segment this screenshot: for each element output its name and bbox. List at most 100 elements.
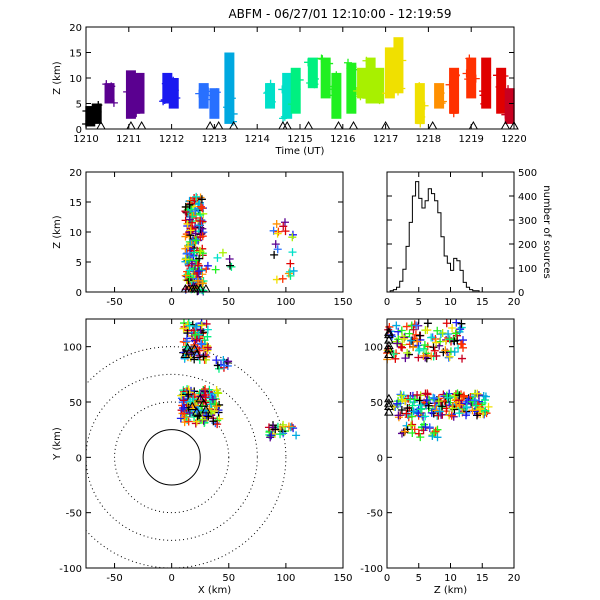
source-marker xyxy=(179,396,188,405)
source-column xyxy=(346,62,357,114)
source-marker xyxy=(414,353,423,362)
source-marker xyxy=(191,236,200,245)
source-marker xyxy=(431,404,440,413)
source-marker xyxy=(409,325,418,334)
time-height-xtick-label: 1215 xyxy=(287,134,312,145)
z-y-ytick-label: 0 xyxy=(377,453,383,464)
source-marker xyxy=(200,386,209,395)
source-marker xyxy=(159,97,168,106)
source-marker xyxy=(203,343,212,352)
station-marker xyxy=(189,343,200,353)
source-marker xyxy=(441,346,450,355)
source-marker xyxy=(462,411,471,420)
source-marker xyxy=(394,327,403,336)
source-marker xyxy=(480,396,489,405)
source-marker xyxy=(192,335,201,344)
source-column xyxy=(393,37,404,94)
source-marker xyxy=(438,402,447,411)
source-marker xyxy=(90,115,99,124)
source-marker xyxy=(185,321,194,330)
source-marker xyxy=(306,79,315,88)
source-marker xyxy=(392,321,401,330)
source-marker xyxy=(186,226,195,235)
source-column xyxy=(265,83,276,109)
source-marker xyxy=(172,93,181,102)
source-marker xyxy=(500,71,509,80)
histogram-ytick-label: 100 xyxy=(518,264,537,275)
source-marker xyxy=(410,395,419,404)
source-marker xyxy=(455,409,464,418)
source-marker xyxy=(266,433,275,442)
source-marker xyxy=(397,84,406,93)
source-marker xyxy=(427,333,436,342)
source-marker xyxy=(455,400,464,409)
source-marker xyxy=(196,217,205,226)
x-z-frame xyxy=(85,171,344,293)
time-height-xtick-label: 1218 xyxy=(416,134,441,145)
source-marker xyxy=(196,392,205,401)
source-marker xyxy=(205,385,214,394)
plot-panels: 1210 1211 1212 1213 1214 1215 1216 1217 1218 1219… xyxy=(52,23,552,596)
source-marker xyxy=(452,318,461,327)
source-marker xyxy=(392,399,401,408)
source-marker xyxy=(190,248,199,257)
station-marker xyxy=(201,404,211,414)
time-height-ytick-label: 0 xyxy=(76,125,82,136)
source-marker xyxy=(198,279,207,288)
time-height-xtick-label: 1212 xyxy=(159,134,184,145)
plan-view-ytick-label: 100 xyxy=(63,343,82,354)
plan-view-ytick-label: 0 xyxy=(76,453,82,464)
x-z-panel: -50 0 50 100 150 0 5 10 15 20 Z (km) xyxy=(52,168,353,308)
source-marker xyxy=(408,429,417,438)
source-marker xyxy=(184,242,193,251)
source-marker xyxy=(459,391,468,400)
range-rings xyxy=(86,346,287,568)
source-marker xyxy=(403,348,412,357)
station-marker xyxy=(126,120,136,130)
source-marker xyxy=(289,266,298,275)
source-marker xyxy=(92,104,101,113)
source-column xyxy=(290,67,301,114)
x-z-ylabel: Z (km) xyxy=(52,215,63,248)
station-marker xyxy=(182,342,193,352)
source-marker xyxy=(412,321,421,330)
source-marker xyxy=(196,325,205,334)
source-marker xyxy=(210,406,219,415)
source-marker xyxy=(109,98,118,107)
source-marker xyxy=(288,248,297,257)
source-marker xyxy=(421,423,430,432)
source-marker xyxy=(406,336,415,345)
source-marker xyxy=(443,393,452,402)
figure-title: ABFM - 06/27/01 12:10:00 - 12:19:59 xyxy=(228,7,451,21)
source-marker xyxy=(416,433,425,442)
source-marker xyxy=(193,268,202,277)
source-marker xyxy=(188,224,197,233)
source-marker xyxy=(310,80,319,89)
source-marker xyxy=(442,319,451,328)
source-marker xyxy=(191,419,200,428)
source-marker xyxy=(444,329,453,338)
source-column xyxy=(496,67,507,114)
source-marker xyxy=(185,408,194,417)
source-marker xyxy=(404,394,413,403)
z-y-ytick-label: -100 xyxy=(360,564,383,575)
source-marker xyxy=(434,397,443,406)
source-marker xyxy=(429,343,438,352)
source-marker xyxy=(329,82,338,91)
source-marker xyxy=(229,109,238,118)
source-column xyxy=(374,67,385,104)
source-marker xyxy=(279,420,288,429)
source-column xyxy=(307,57,318,89)
station-marker xyxy=(198,398,209,407)
source-marker xyxy=(414,346,423,355)
z-y-xtick-label: 0 xyxy=(384,573,390,584)
source-marker xyxy=(411,330,420,339)
source-marker xyxy=(433,433,442,442)
source-marker xyxy=(423,326,432,335)
source-marker xyxy=(176,414,185,423)
x-z-ytick-label: 20 xyxy=(69,168,82,179)
source-marker xyxy=(332,71,341,80)
source-marker xyxy=(281,227,290,236)
source-marker xyxy=(272,275,281,284)
